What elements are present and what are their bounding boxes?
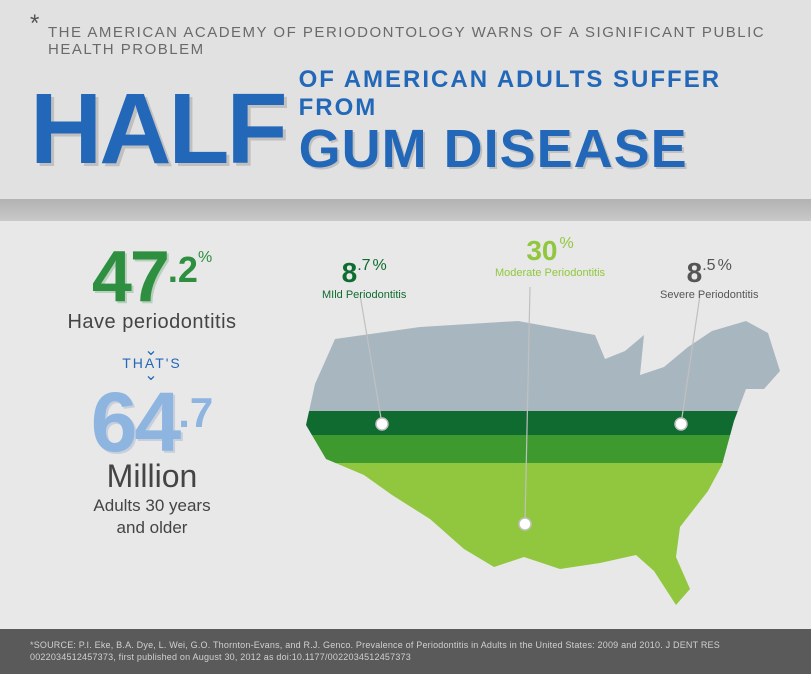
- warning-text: THE AMERICAN ACADEMY OF PERIODONTOLOGY W…: [48, 18, 781, 58]
- divider-bar: [0, 199, 811, 221]
- headline-half: HALF: [30, 83, 285, 175]
- stat-count-dec: .7: [178, 389, 213, 436]
- stat-pct-label: Have periodontitis: [52, 311, 252, 334]
- stat-pct-int: 47: [92, 249, 168, 307]
- stats-column: 47.2% Have periodontitis ⌄ THAT'S ⌄ 64.7…: [52, 249, 252, 537]
- map-label-0: 8.7%MIld Periodontitis: [322, 257, 406, 301]
- asterisk-icon: *: [30, 10, 39, 38]
- stat-adults: Adults 30 years and older: [52, 495, 252, 538]
- headline-right: OF AMERICAN ADULTS SUFFER FROM GUM DISEA…: [299, 66, 781, 175]
- stat-pct-dec: .2: [168, 249, 198, 290]
- map-region-severe: [280, 463, 790, 614]
- stat-count-int: 64: [91, 375, 178, 469]
- stat-count: 64.7 Million Adults 30 years and older: [52, 389, 252, 538]
- map-region-moderate: [280, 435, 790, 463]
- stat-million: Million: [52, 458, 252, 495]
- map-label-1: 30%Moderate Periodontitis: [495, 235, 605, 279]
- header-section: * THE AMERICAN ACADEMY OF PERIODONTOLOGY…: [0, 0, 811, 199]
- stat-periodontitis: 47.2% Have periodontitis: [52, 249, 252, 334]
- headline-subline: OF AMERICAN ADULTS SUFFER FROM: [299, 66, 781, 122]
- headline: HALF OF AMERICAN ADULTS SUFFER FROM GUM …: [30, 66, 781, 175]
- headline-disease: GUM DISEASE: [299, 124, 781, 175]
- us-map: 8.7%MIld Periodontitis30%Moderate Period…: [280, 239, 790, 614]
- main-section: 47.2% Have periodontitis ⌄ THAT'S ⌄ 64.7…: [0, 221, 811, 629]
- map-region-mild: [280, 411, 790, 435]
- chevron-down-icon: ⌄: [144, 346, 159, 356]
- stat-pct-sym: %: [198, 249, 212, 266]
- map-label-2: 8.5%Severe Periodontitis: [660, 257, 758, 301]
